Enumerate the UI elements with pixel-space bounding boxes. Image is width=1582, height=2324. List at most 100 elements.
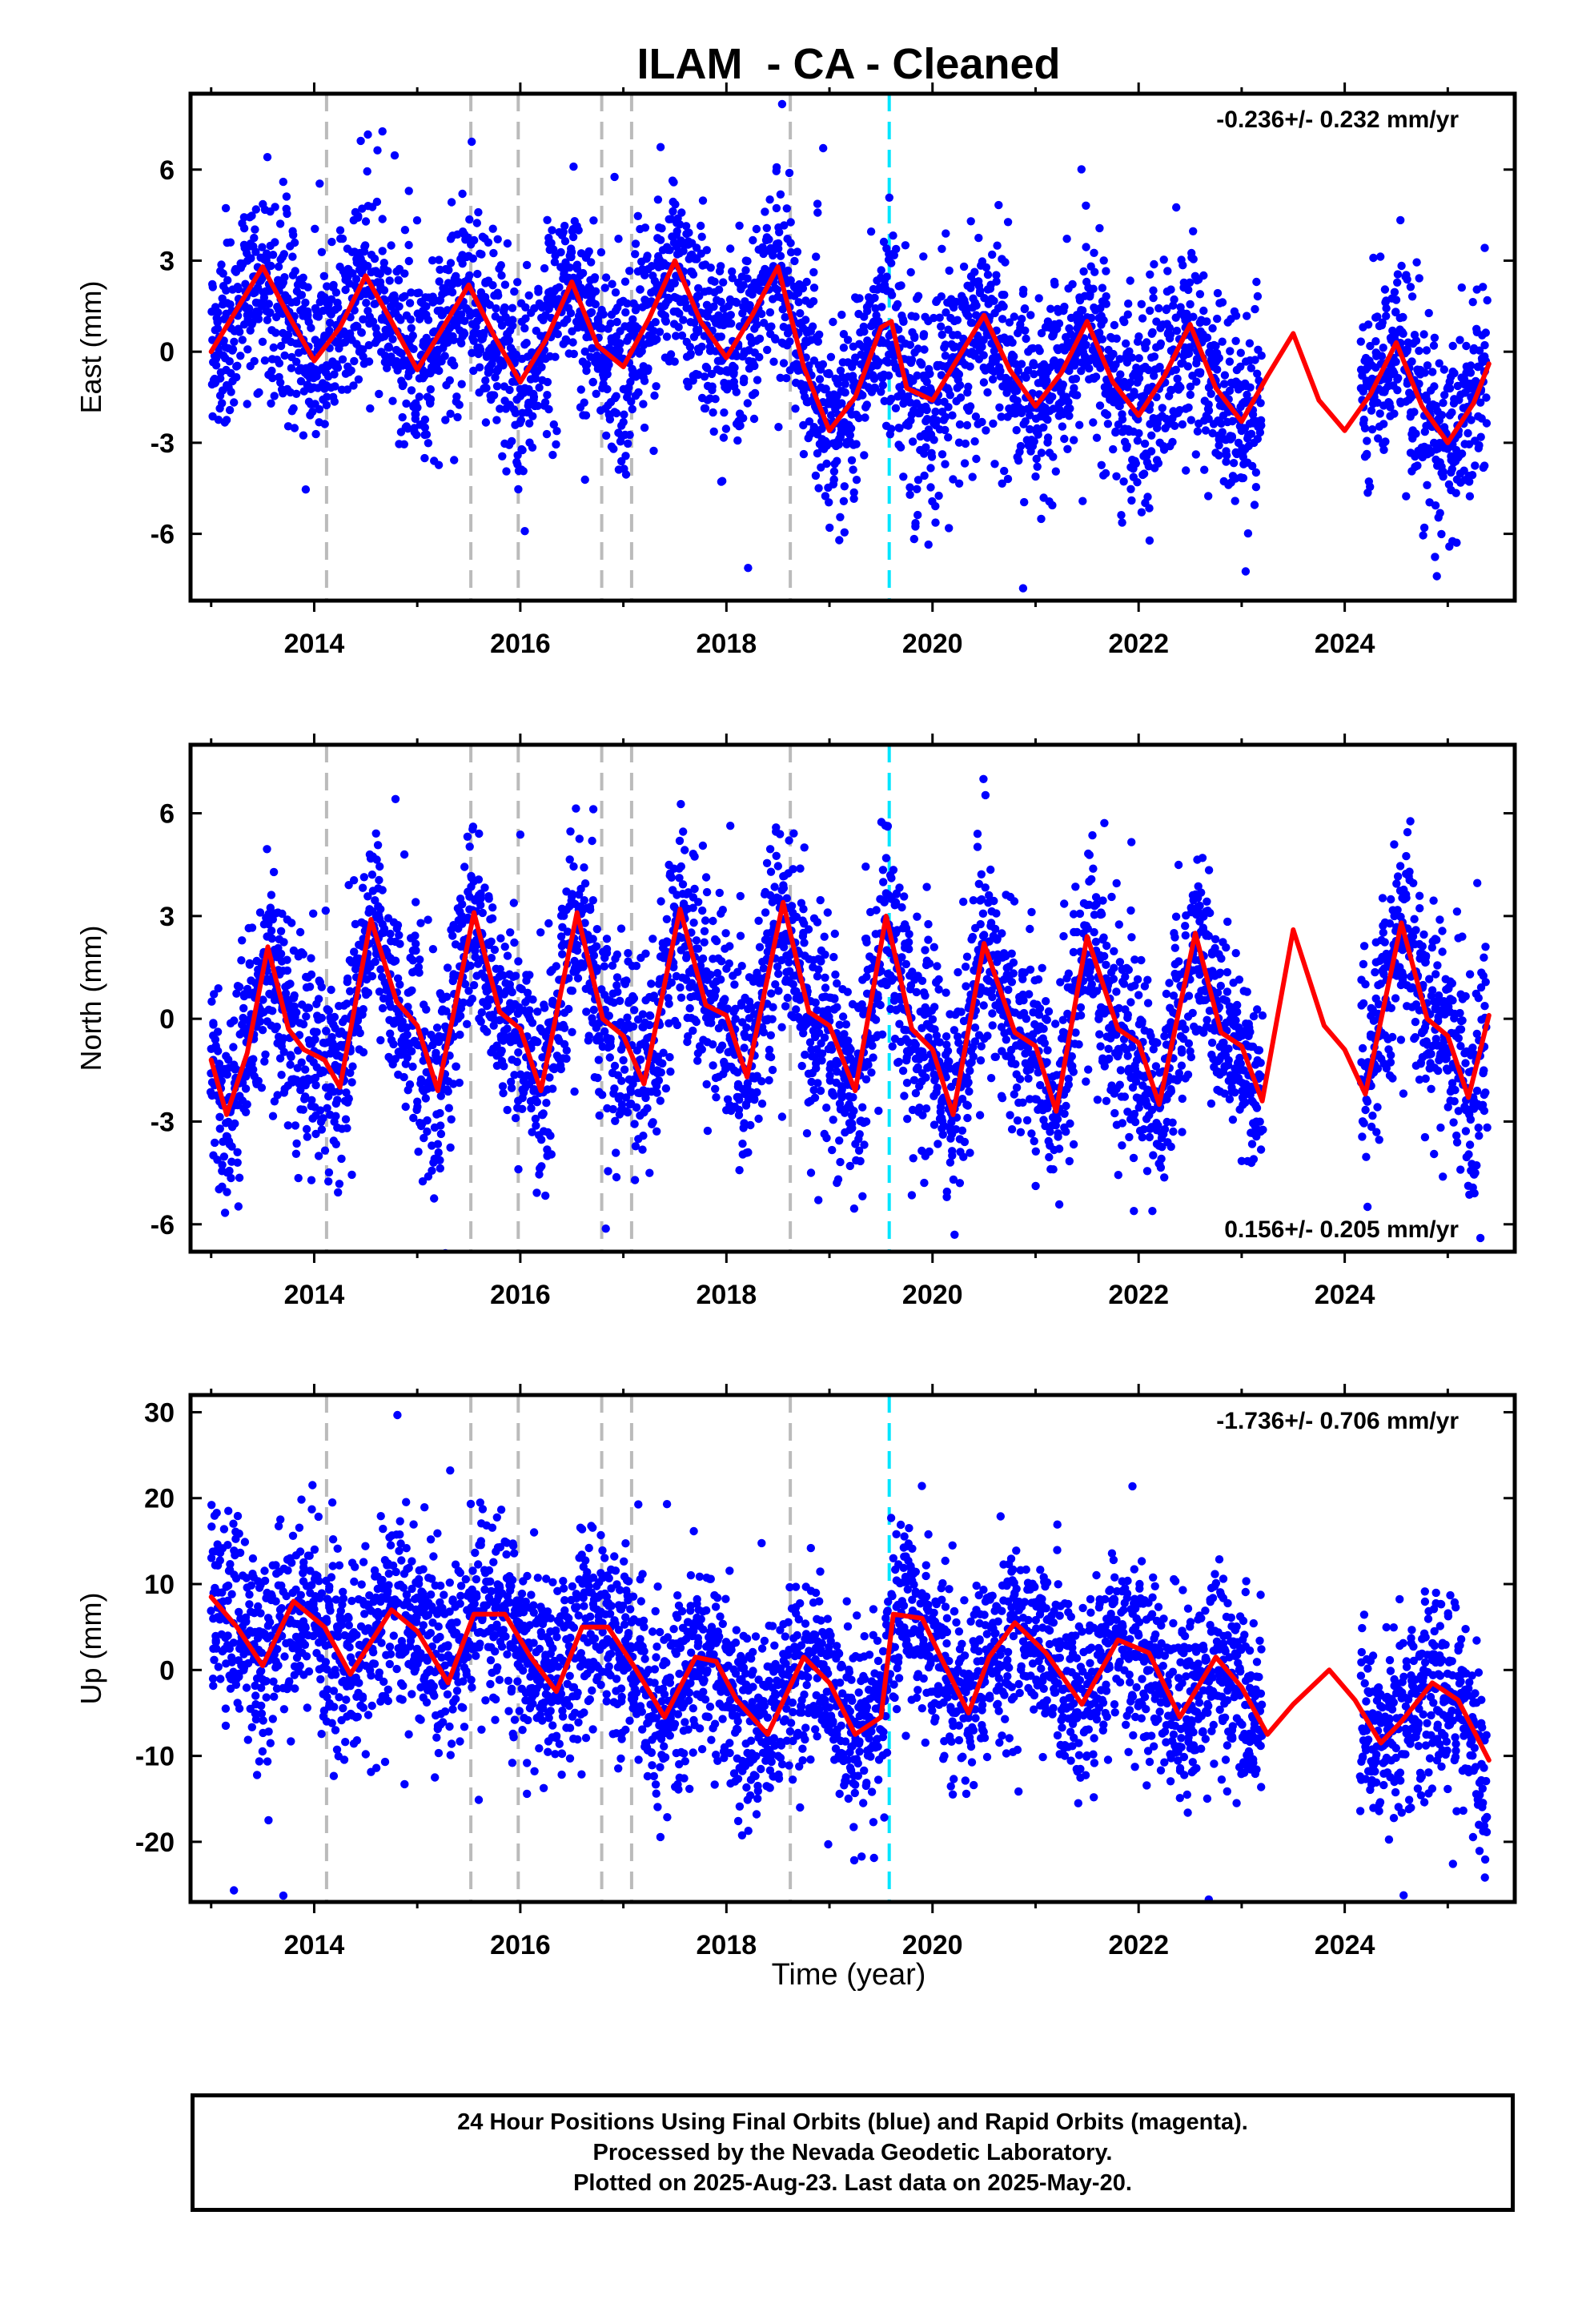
- data-point: [376, 49, 384, 57]
- data-point: [291, 267, 299, 275]
- data-point: [465, 271, 474, 280]
- data-point: [1126, 276, 1134, 285]
- data-point: [311, 1129, 320, 1139]
- data-point: [1163, 267, 1172, 275]
- data-point: [317, 1013, 326, 1023]
- data-point: [1124, 300, 1133, 308]
- data-point: [1399, 329, 1407, 338]
- data-point: [1150, 352, 1159, 361]
- data-point: [869, 374, 879, 384]
- data-point: [652, 335, 661, 344]
- data-point: [447, 1115, 456, 1124]
- data-point: [1480, 340, 1489, 350]
- data-point: [911, 522, 920, 531]
- data-point: [1466, 368, 1476, 377]
- data-point: [214, 416, 223, 424]
- data-point: [1220, 380, 1229, 388]
- data-point: [1422, 395, 1431, 404]
- data-point: [1450, 368, 1459, 378]
- data-point: [493, 235, 502, 243]
- data-point: [978, 342, 986, 352]
- data-point: [942, 229, 950, 238]
- data-point: [349, 876, 359, 885]
- data-point: [349, 381, 358, 390]
- data-point: [1172, 203, 1181, 212]
- data-point: [1018, 315, 1026, 324]
- y-tick-label: 6: [159, 155, 175, 186]
- data-point: [717, 262, 725, 271]
- data-point: [1079, 267, 1088, 276]
- data-point: [609, 444, 618, 453]
- data-point: [400, 292, 409, 301]
- data-point: [359, 352, 367, 361]
- data-point: [407, 324, 416, 332]
- data-point: [726, 244, 735, 253]
- data-point: [346, 1068, 355, 1078]
- data-point: [580, 863, 588, 872]
- data-point: [708, 382, 717, 391]
- data-point: [1475, 346, 1484, 355]
- data-point: [497, 321, 507, 330]
- data-point: [278, 909, 287, 919]
- data-point: [670, 357, 679, 366]
- data-point: [653, 195, 663, 204]
- data-point: [420, 1133, 428, 1143]
- data-point: [1112, 334, 1121, 343]
- data-point: [1379, 420, 1388, 428]
- data-point: [1428, 368, 1437, 376]
- data-point: [1102, 292, 1110, 301]
- data-point: [512, 350, 520, 360]
- data-point: [234, 1202, 243, 1211]
- data-point: [1391, 357, 1400, 366]
- data-point: [610, 172, 619, 182]
- data-point: [979, 378, 989, 387]
- data-point: [1413, 461, 1422, 470]
- data-point: [227, 1173, 235, 1183]
- data-point: [402, 399, 411, 408]
- data-point: [782, 204, 791, 213]
- data-point: [291, 1121, 300, 1130]
- data-point: [982, 263, 991, 272]
- data-point: [279, 250, 288, 259]
- data-point: [348, 1062, 357, 1071]
- data-point: [268, 373, 277, 383]
- data-point: [684, 382, 693, 391]
- data-point: [967, 318, 977, 328]
- data-point: [1011, 360, 1020, 368]
- data-point: [551, 352, 560, 361]
- data-point: [568, 987, 577, 995]
- data-point: [1063, 444, 1072, 453]
- data-point: [442, 1007, 451, 1015]
- data-point: [1376, 252, 1385, 261]
- data-point: [447, 198, 456, 207]
- data-point: [1236, 348, 1246, 357]
- data-point: [1253, 369, 1262, 378]
- data-point: [1251, 468, 1261, 477]
- data-point: [247, 923, 257, 932]
- data-point: [690, 318, 699, 328]
- data-point: [558, 950, 567, 959]
- data-point: [267, 934, 276, 943]
- data-point: [232, 372, 241, 382]
- data-point: [489, 248, 498, 258]
- data-point: [290, 238, 299, 247]
- data-point: [346, 987, 355, 996]
- data-point: [335, 226, 345, 235]
- data-point: [1406, 283, 1415, 292]
- data-point: [1367, 406, 1376, 415]
- data-point: [818, 143, 828, 153]
- data-point: [959, 262, 969, 271]
- plot-area: [207, 49, 1492, 601]
- data-point: [930, 313, 938, 323]
- data-point: [905, 490, 914, 499]
- data-point: [1191, 450, 1201, 459]
- data-point: [941, 460, 950, 468]
- data-point: [1382, 304, 1391, 313]
- data-point: [636, 285, 644, 294]
- data-point: [739, 281, 748, 290]
- data-point: [1251, 356, 1259, 364]
- data-point: [1014, 456, 1023, 465]
- data-point: [231, 1119, 239, 1128]
- data-point: [757, 309, 766, 319]
- data-point: [331, 288, 341, 297]
